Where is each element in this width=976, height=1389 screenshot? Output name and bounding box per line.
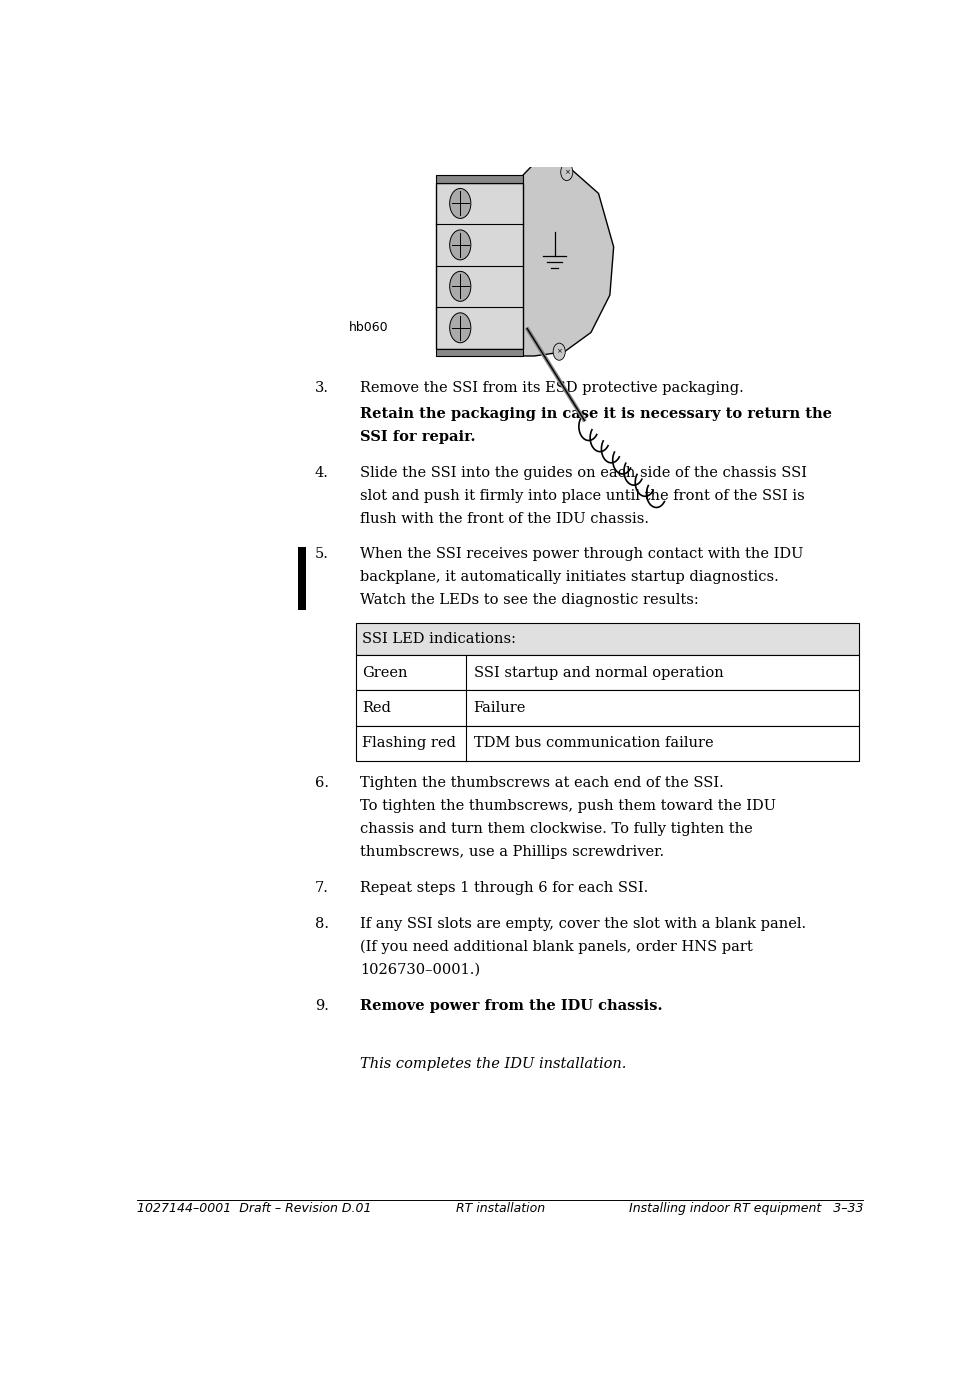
Text: ×: × <box>564 169 570 175</box>
Circle shape <box>450 313 470 343</box>
Text: SSI startup and normal operation: SSI startup and normal operation <box>473 665 723 679</box>
Text: If any SSI slots are empty, cover the slot with a blank panel.: If any SSI slots are empty, cover the sl… <box>360 917 806 931</box>
Text: thumbscrews, use a Phillips screwdriver.: thumbscrews, use a Phillips screwdriver. <box>360 845 665 860</box>
Text: slot and push it firmly into place until the front of the SSI is: slot and push it firmly into place until… <box>360 489 805 503</box>
Bar <box>436 349 523 356</box>
Text: Failure: Failure <box>473 701 526 715</box>
Circle shape <box>561 164 573 181</box>
Text: ×: × <box>556 349 562 354</box>
Text: Retain the packaging in case it is necessary to return the: Retain the packaging in case it is neces… <box>360 407 833 421</box>
Text: 1027144–0001  Draft – Revision D.01: 1027144–0001 Draft – Revision D.01 <box>137 1201 372 1215</box>
Text: 4.: 4. <box>315 465 329 479</box>
Text: 7.: 7. <box>315 881 329 895</box>
Text: backplane, it automatically initiates startup diagnostics.: backplane, it automatically initiates st… <box>360 571 779 585</box>
Bar <box>356 690 860 725</box>
Bar <box>356 725 860 761</box>
Circle shape <box>553 343 565 360</box>
Text: 5.: 5. <box>315 547 329 561</box>
Circle shape <box>450 231 470 260</box>
Bar <box>436 183 523 349</box>
Text: chassis and turn them clockwise. To fully tighten the: chassis and turn them clockwise. To full… <box>360 822 753 836</box>
Text: SSI for repair.: SSI for repair. <box>360 429 475 443</box>
Text: SSI LED indications:: SSI LED indications: <box>362 632 515 646</box>
Text: 3.: 3. <box>315 381 329 394</box>
Text: RT installation: RT installation <box>456 1201 545 1215</box>
Text: To tighten the thumbscrews, push them toward the IDU: To tighten the thumbscrews, push them to… <box>360 799 776 813</box>
Polygon shape <box>523 164 614 356</box>
Text: 9.: 9. <box>315 999 329 1013</box>
Text: This completes the IDU installation.: This completes the IDU installation. <box>360 1057 627 1071</box>
Text: Flashing red: Flashing red <box>362 736 456 750</box>
Text: flush with the front of the IDU chassis.: flush with the front of the IDU chassis. <box>360 511 649 525</box>
Text: Red: Red <box>362 701 390 715</box>
Bar <box>356 622 860 656</box>
Text: 6.: 6. <box>315 776 329 790</box>
Text: Remove power from the IDU chassis.: Remove power from the IDU chassis. <box>360 999 663 1013</box>
Text: TDM bus communication failure: TDM bus communication failure <box>473 736 713 750</box>
Text: Watch the LEDs to see the diagnostic results:: Watch the LEDs to see the diagnostic res… <box>360 593 699 607</box>
Text: Tighten the thumbscrews at each end of the SSI.: Tighten the thumbscrews at each end of t… <box>360 776 724 790</box>
Text: Slide the SSI into the guides on each side of the chassis SSI: Slide the SSI into the guides on each si… <box>360 465 807 479</box>
Circle shape <box>450 271 470 301</box>
Text: 1026730–0001.): 1026730–0001.) <box>360 963 480 976</box>
Text: Repeat steps 1 through 6 for each SSI.: Repeat steps 1 through 6 for each SSI. <box>360 881 648 895</box>
Text: 8.: 8. <box>315 917 329 931</box>
Bar <box>436 175 523 183</box>
Text: Green: Green <box>362 665 407 679</box>
Text: Installing indoor RT equipment   3–33: Installing indoor RT equipment 3–33 <box>629 1201 863 1215</box>
Text: Remove the SSI from its ESD protective packaging.: Remove the SSI from its ESD protective p… <box>360 381 744 394</box>
Bar <box>356 656 860 690</box>
Circle shape <box>450 189 470 218</box>
Text: (If you need additional blank panels, order HNS part: (If you need additional blank panels, or… <box>360 940 753 954</box>
Bar <box>299 547 305 610</box>
Text: hb060: hb060 <box>349 321 388 335</box>
Text: When the SSI receives power through contact with the IDU: When the SSI receives power through cont… <box>360 547 803 561</box>
